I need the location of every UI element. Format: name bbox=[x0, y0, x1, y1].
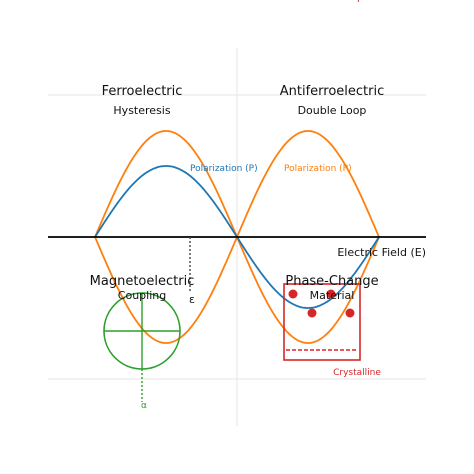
crystalline-label: Crystalline bbox=[333, 368, 381, 378]
antiferroelectric-title: Antiferroelectric bbox=[280, 84, 385, 99]
corner-mark: P bbox=[357, 0, 363, 5]
electric-field-label: Electric Field (E) bbox=[337, 246, 426, 259]
atom-dot bbox=[307, 308, 317, 318]
atom-dot bbox=[326, 289, 336, 299]
antiferroelectric-subtitle: Double Loop bbox=[298, 104, 367, 117]
polarization-label-left: Polarization (P) bbox=[190, 164, 258, 174]
ferroelectric-title: Ferroelectric bbox=[102, 84, 183, 99]
ferroelectric-subtitle: Hysteresis bbox=[113, 104, 170, 117]
alpha-label: α bbox=[141, 401, 147, 411]
atom-dot bbox=[288, 289, 298, 299]
magnetoelectric-subtitle: Coupling bbox=[118, 289, 166, 302]
magnetoelectric-title: Magnetoelectric bbox=[90, 274, 195, 289]
epsilon-label: ε bbox=[189, 293, 195, 306]
polarization-label-right: Polarization (P) bbox=[284, 164, 352, 174]
atom-dot bbox=[345, 308, 355, 318]
phase-change-title: Phase-Change bbox=[285, 274, 378, 289]
material-box bbox=[283, 283, 361, 361]
phase-change-subtitle: Material bbox=[310, 289, 355, 302]
